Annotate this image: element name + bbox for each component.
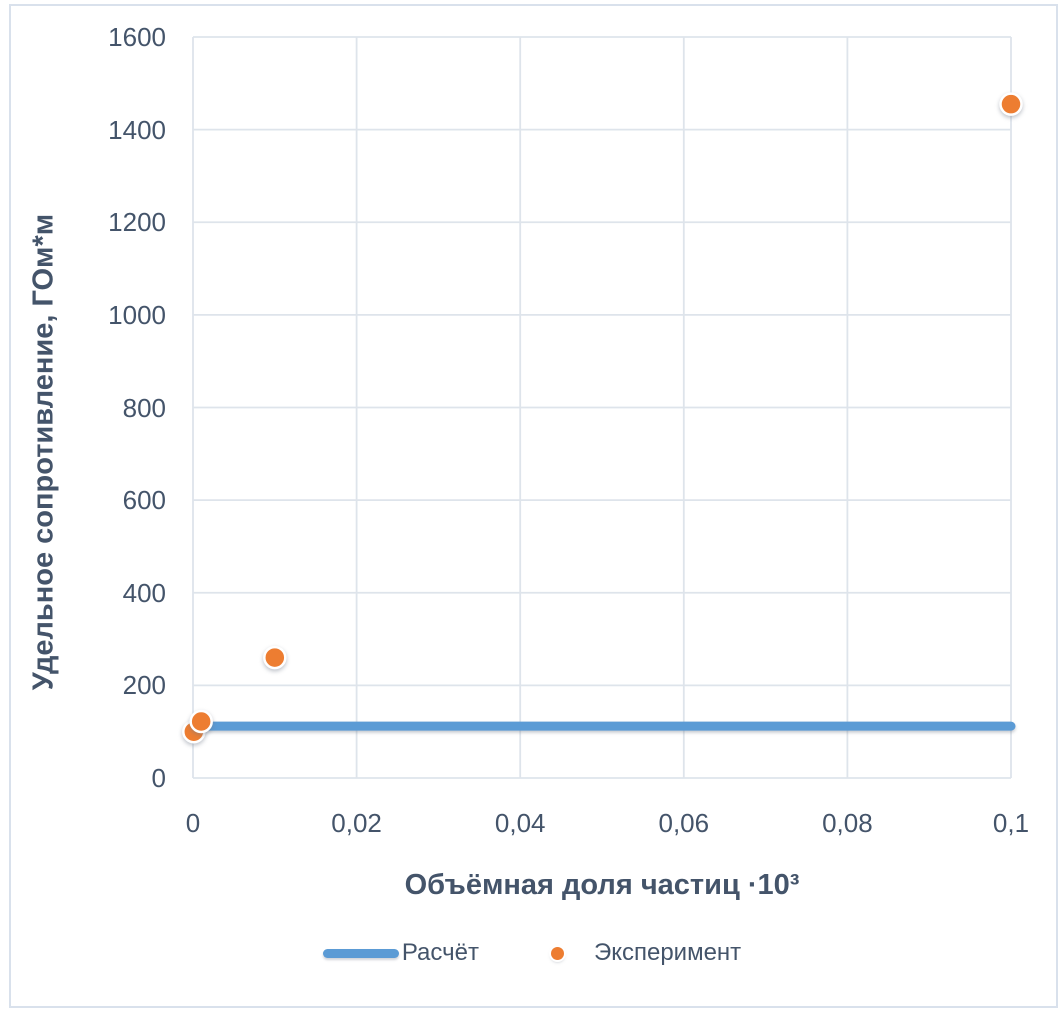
x-tick-label: 0,04	[494, 808, 546, 838]
y-tick-label: 200	[122, 670, 166, 701]
chart-legend: Расчёт Эксперимент	[0, 936, 1064, 970]
y-tick-label: 400	[122, 577, 166, 608]
chart-border-frame	[9, 4, 1058, 1008]
x-tick-label: 0,1	[992, 808, 1030, 838]
y-tick-label: 1600	[108, 22, 166, 52]
x-tick-label: 0,08	[822, 808, 873, 838]
y-tick-label: 800	[122, 392, 166, 423]
scatter-point	[189, 709, 213, 734]
legend-item-line: Расчёт	[322, 939, 479, 967]
x-tick-label: 0	[185, 808, 201, 838]
y-tick-label: 600	[122, 485, 166, 516]
y-tick-label: 1000	[108, 299, 166, 330]
legend-item-scatter: Эксперимент	[537, 939, 741, 967]
y-tick-label: 1400	[108, 114, 166, 145]
scatter-point	[263, 645, 287, 670]
x-tick-label: 0,06	[658, 808, 710, 838]
scatter-point	[999, 92, 1023, 116]
y-tick-label: 1200	[108, 207, 166, 238]
legend-line-swatch	[322, 948, 399, 958]
legend-label: Эксперимент	[593, 939, 742, 966]
y-tick-label: 0	[151, 763, 166, 793]
y-axis-title: Удельное сопротивление, ГОм*м	[27, 213, 60, 691]
legend-dot-swatch	[550, 946, 564, 960]
x-axis-title: Объёмная доля частиц ·10³	[404, 869, 800, 901]
legend-label: Расчёт	[401, 939, 479, 966]
x-tick-label: 0,02	[331, 808, 382, 838]
